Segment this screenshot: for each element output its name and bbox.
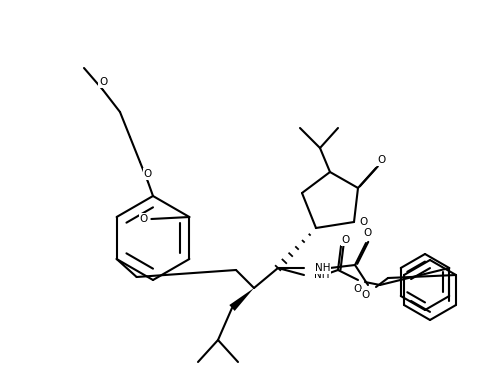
- Text: O: O: [139, 214, 148, 224]
- Text: NH: NH: [315, 263, 331, 273]
- Text: O: O: [99, 77, 107, 87]
- Text: O: O: [144, 169, 152, 179]
- Text: O: O: [360, 217, 368, 227]
- Text: O: O: [364, 228, 372, 238]
- Text: O: O: [354, 284, 362, 294]
- Polygon shape: [229, 288, 254, 311]
- Text: O: O: [377, 155, 385, 165]
- Text: O: O: [362, 290, 370, 300]
- Text: NH: NH: [314, 270, 330, 280]
- Text: O: O: [342, 235, 350, 245]
